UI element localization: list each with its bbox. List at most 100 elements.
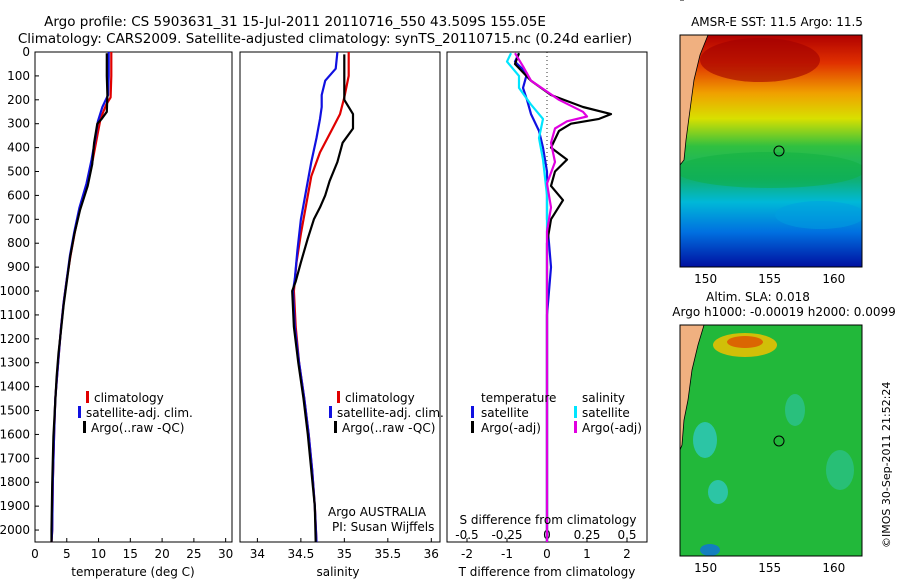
lon-tick-label: 160 — [822, 272, 845, 286]
x-tick-label: 2 — [623, 547, 631, 561]
temp-legend-swatch-argo — [83, 421, 86, 433]
temperature-plot-frame — [34, 51, 233, 543]
s-diff-tick-label: 0.5 — [617, 528, 636, 542]
imos-timestamp: ©IMOS 30-Sep-2011 21:52:24 — [880, 382, 893, 548]
sal-legend-swatch-climatology — [337, 391, 340, 403]
sla-high-core — [727, 336, 763, 348]
series-line-argo-raw-qc- — [50, 53, 109, 542]
lat-tick-label: -42 — [655, 0, 675, 3]
salinity-axis-label: salinity — [316, 565, 359, 579]
sla-map-title: Altim. SLA: 0.018 — [706, 290, 810, 304]
diff-legend-title-salinity: salinity — [582, 391, 625, 405]
depth-tick-label: 1600 — [0, 427, 30, 441]
depth-tick-label: 2000 — [0, 523, 30, 537]
depth-tick-label: 1200 — [0, 332, 30, 346]
lat-tick-label: -44 — [655, 0, 675, 3]
s-diff-tick-label: -0.5 — [455, 528, 478, 542]
depth-tick-label: 1100 — [0, 308, 30, 322]
x-tick-label: 15 — [123, 547, 138, 561]
s-difference-axis-label: S difference from climatology — [460, 513, 637, 527]
sal-legend-label-satellite: satellite-adj. clim. — [337, 406, 444, 420]
sst-green-band — [680, 152, 862, 188]
x-tick-label: 36 — [424, 547, 439, 561]
x-tick-label: 25 — [186, 547, 201, 561]
lat-tick-label: -48 — [655, 0, 675, 3]
depth-tick-label: 800 — [7, 236, 30, 250]
diff-legend-swatch-s-satellite — [574, 406, 577, 418]
lat-tick-label: -44 — [655, 0, 675, 3]
sal-legend-label-climatology: climatology — [345, 391, 415, 405]
lon-tick-label: 150 — [694, 561, 717, 575]
diff-legend-swatch-s-argo — [574, 421, 577, 433]
depth-tick-label: 0 — [22, 45, 30, 59]
lat-tick-label: -40 — [655, 0, 675, 3]
x-tick-label: 35.5 — [374, 547, 401, 561]
temp-legend-swatch-climatology — [86, 391, 89, 403]
diff-legend-title-temperature: temperature — [481, 391, 556, 405]
lat-tick-label: -38 — [655, 0, 675, 3]
sst-land — [680, 35, 709, 166]
depth-tick-label: 200 — [7, 93, 30, 107]
depth-tick-label: 600 — [7, 188, 30, 202]
x-tick-label: 5 — [63, 547, 71, 561]
sal-legend-swatch-argo — [334, 421, 337, 433]
depth-tick-label: 1000 — [0, 284, 30, 298]
sla-low-patch-3 — [785, 394, 805, 426]
series-line-argo-raw-qc- — [291, 54, 355, 543]
sal-legend-swatch-satellite — [329, 406, 332, 418]
depth-tick-label: 500 — [7, 165, 30, 179]
lat-tick-label: -48 — [655, 0, 675, 3]
depth-tick-label: 1800 — [0, 475, 30, 489]
lon-tick-label: 150 — [694, 272, 717, 286]
lat-tick-label: -40 — [655, 0, 675, 3]
x-tick-label: 0 — [543, 547, 551, 561]
temp-legend-label-satellite: satellite-adj. clim. — [86, 406, 193, 420]
s-diff-tick-label: -0.25 — [491, 528, 522, 542]
diff-legend-label-t-satellite: satellite — [481, 406, 529, 420]
salinity-annotation-line1: Argo AUSTRALIA — [328, 505, 427, 519]
depth-tick-label: 1300 — [0, 356, 30, 370]
temperature-axis-label: temperature (deg C) — [71, 565, 194, 579]
lat-tick-label: -46 — [655, 0, 675, 3]
x-tick-label: -1 — [501, 547, 513, 561]
depth-tick-label: 700 — [7, 212, 30, 226]
depth-tick-label: 300 — [7, 117, 30, 131]
salinity-plot-frame — [239, 51, 441, 543]
x-tick-label: 10 — [91, 547, 106, 561]
sst-cool-patch — [775, 201, 862, 229]
diff-legend-swatch-t-argo — [471, 421, 474, 433]
sst-map-frame — [679, 34, 863, 268]
salinity-annotation-line2: PI: Susan Wijffels — [332, 520, 434, 534]
temp-legend-label-climatology: climatology — [94, 391, 164, 405]
sla-argo-marker — [773, 435, 785, 447]
temperature-legend: climatology satellite-adj. clim. Argo(..… — [78, 391, 193, 435]
lat-tick-label: -46 — [655, 0, 675, 3]
x-tick-label: 30 — [218, 547, 233, 561]
lon-tick-label: 155 — [758, 272, 781, 286]
x-tick-label: 34.5 — [288, 547, 315, 561]
sal-legend-label-argo: Argo(..raw -QC) — [342, 421, 435, 435]
x-tick-label: 35 — [337, 547, 352, 561]
sst-argo-marker — [773, 145, 785, 157]
sst-warm-core — [700, 38, 820, 82]
t-difference-axis-label: T difference from climatology — [458, 565, 636, 579]
sla-low-patch-5 — [700, 544, 720, 556]
diff-legend-swatch-t-satellite — [471, 406, 474, 418]
lon-tick-label: 160 — [822, 561, 845, 575]
sla-map-frame — [679, 324, 863, 557]
sst-map-title: AMSR-E SST: 11.5 Argo: 11.5 — [691, 15, 863, 29]
s-diff-tick-label: 0.25 — [574, 528, 601, 542]
temperature-panel: 0100200300400500600700800900100011001200… — [0, 45, 233, 579]
depth-tick-label: 1700 — [0, 451, 30, 465]
diff-legend-label-t-argo: Argo(-adj) — [481, 421, 541, 435]
depth-tick-label: 1500 — [0, 404, 30, 418]
depth-tick-label: 1400 — [0, 380, 30, 394]
salinity-panel: 34 34.5 35 35.5 36 climatology satellite-adj… — [239, 51, 444, 579]
x-tick-label: -2 — [461, 547, 473, 561]
sla-low-patch-2 — [708, 480, 728, 504]
x-tick-label: 34 — [250, 547, 265, 561]
depth-tick-label: 400 — [7, 141, 30, 155]
sst-map-panel: AMSR-E SST: 11.5 Argo: 11.5 -38-40-42-44… — [655, 0, 863, 286]
series-line-salinity-argo-adj- — [514, 52, 589, 542]
